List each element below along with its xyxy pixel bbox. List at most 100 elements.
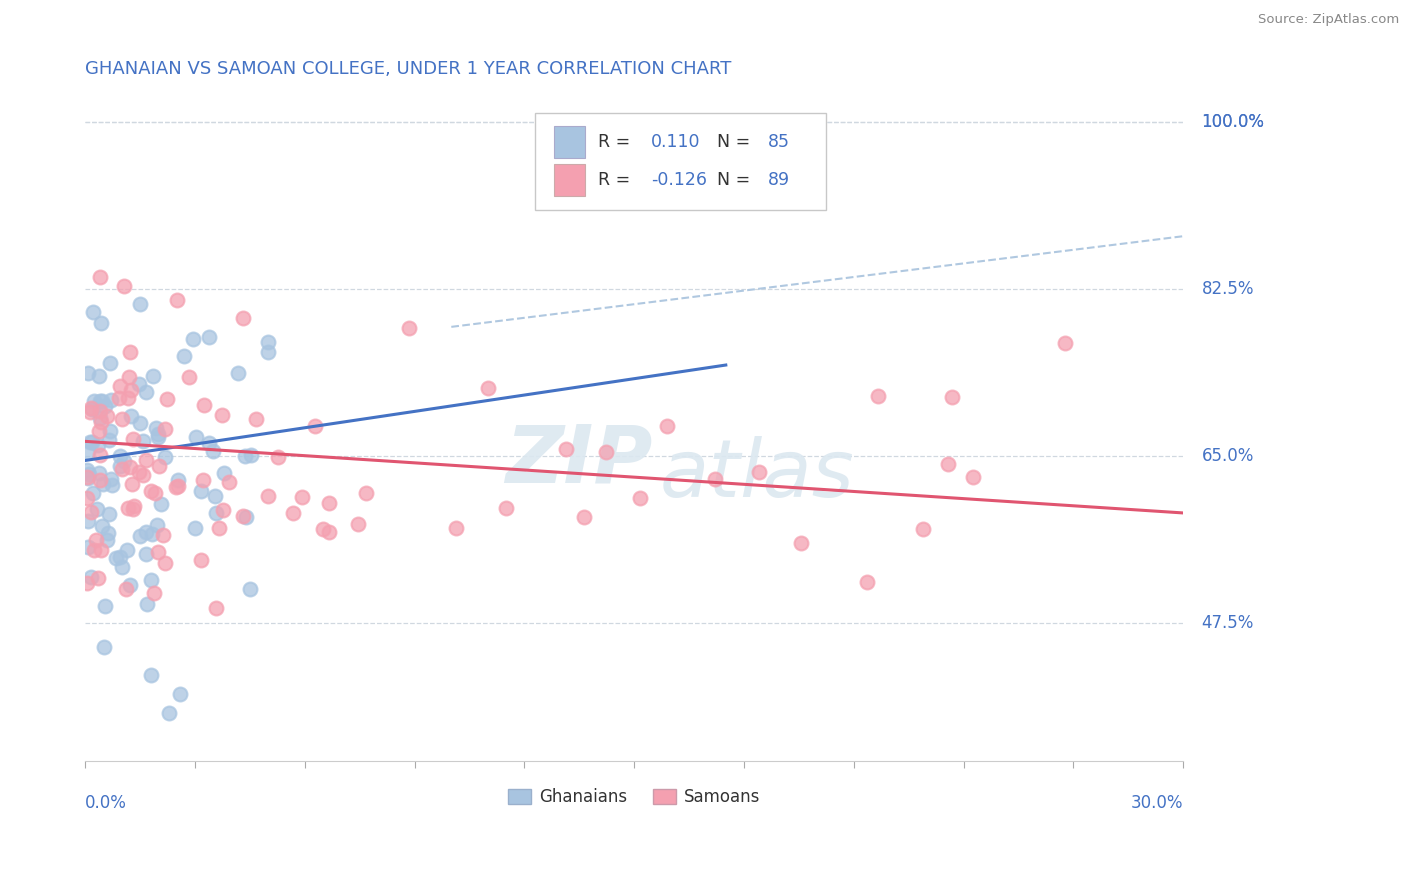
- Point: [76, 471, 98, 485]
- Point: [111, 412, 134, 426]
- Point: [208, 521, 231, 535]
- Point: [132, 467, 155, 482]
- Point: [655, 418, 678, 433]
- Point: [444, 521, 467, 535]
- Point: [936, 458, 959, 472]
- Point: [82, 304, 104, 318]
- Text: 0.0%: 0.0%: [86, 795, 127, 813]
- Point: [143, 585, 166, 599]
- Point: [155, 422, 177, 436]
- Point: [98, 433, 121, 447]
- Point: [398, 321, 420, 335]
- Point: [98, 424, 121, 438]
- Point: [148, 427, 170, 442]
- Point: [87, 438, 110, 452]
- Point: [146, 518, 169, 533]
- Point: [191, 473, 214, 487]
- Point: [193, 398, 215, 412]
- Point: [89, 270, 111, 285]
- Point: [108, 450, 131, 464]
- Point: [76, 469, 98, 483]
- Point: [129, 416, 152, 430]
- Point: [89, 473, 111, 487]
- Point: [129, 528, 152, 542]
- Point: [911, 522, 934, 536]
- Point: [98, 356, 121, 370]
- Point: [318, 524, 340, 539]
- Point: [80, 570, 103, 584]
- Point: [135, 597, 157, 611]
- Point: [108, 458, 131, 473]
- Point: [1053, 335, 1076, 350]
- Point: [84, 533, 107, 548]
- Point: [98, 507, 121, 521]
- Point: [218, 475, 240, 489]
- Point: [100, 471, 122, 485]
- Point: [169, 687, 191, 701]
- Point: [257, 345, 280, 359]
- Point: [856, 574, 879, 589]
- Point: [214, 466, 236, 480]
- Text: R =: R =: [598, 133, 636, 151]
- Point: [179, 370, 201, 384]
- Point: [79, 467, 101, 482]
- Point: [89, 448, 111, 462]
- Point: [148, 458, 170, 473]
- Point: [211, 409, 233, 423]
- Point: [181, 332, 204, 346]
- Point: [283, 506, 305, 520]
- Point: [90, 317, 112, 331]
- Point: [153, 450, 176, 464]
- Point: [962, 470, 984, 484]
- Point: [190, 483, 212, 498]
- Point: [76, 491, 98, 505]
- Point: [291, 490, 314, 504]
- Point: [94, 399, 117, 413]
- Point: [128, 297, 150, 311]
- Text: N =: N =: [717, 133, 755, 151]
- Text: Source: ZipAtlas.com: Source: ZipAtlas.com: [1258, 13, 1399, 27]
- Point: [212, 503, 235, 517]
- Point: [205, 601, 228, 615]
- Point: [80, 401, 103, 415]
- Point: [105, 550, 128, 565]
- Point: [120, 460, 142, 475]
- Point: [148, 430, 170, 444]
- Point: [146, 545, 169, 559]
- Point: [122, 432, 145, 446]
- Point: [122, 499, 145, 513]
- Point: [121, 477, 143, 491]
- Text: 100.0%: 100.0%: [1202, 112, 1264, 130]
- Point: [76, 463, 98, 477]
- Point: [89, 424, 111, 438]
- Point: [304, 418, 326, 433]
- Point: [117, 500, 139, 515]
- Point: [748, 466, 770, 480]
- Point: [112, 453, 135, 467]
- Point: [159, 706, 181, 721]
- Point: [82, 486, 104, 500]
- Point: [77, 540, 100, 554]
- FancyBboxPatch shape: [536, 113, 827, 210]
- Point: [197, 436, 219, 450]
- Point: [120, 409, 142, 423]
- Bar: [554, 126, 585, 158]
- Point: [256, 489, 278, 503]
- Point: [94, 599, 117, 613]
- Point: [235, 510, 257, 524]
- Point: [111, 560, 134, 574]
- Text: atlas: atlas: [659, 436, 855, 514]
- Point: [96, 409, 118, 424]
- Point: [141, 668, 163, 682]
- Point: [134, 452, 156, 467]
- Point: [257, 334, 280, 349]
- Point: [90, 393, 112, 408]
- Point: [628, 491, 651, 506]
- Text: 89: 89: [768, 171, 790, 189]
- Point: [83, 393, 105, 408]
- Point: [120, 577, 142, 591]
- Bar: [554, 164, 585, 196]
- Point: [232, 311, 254, 326]
- Point: [83, 542, 105, 557]
- Point: [139, 484, 162, 499]
